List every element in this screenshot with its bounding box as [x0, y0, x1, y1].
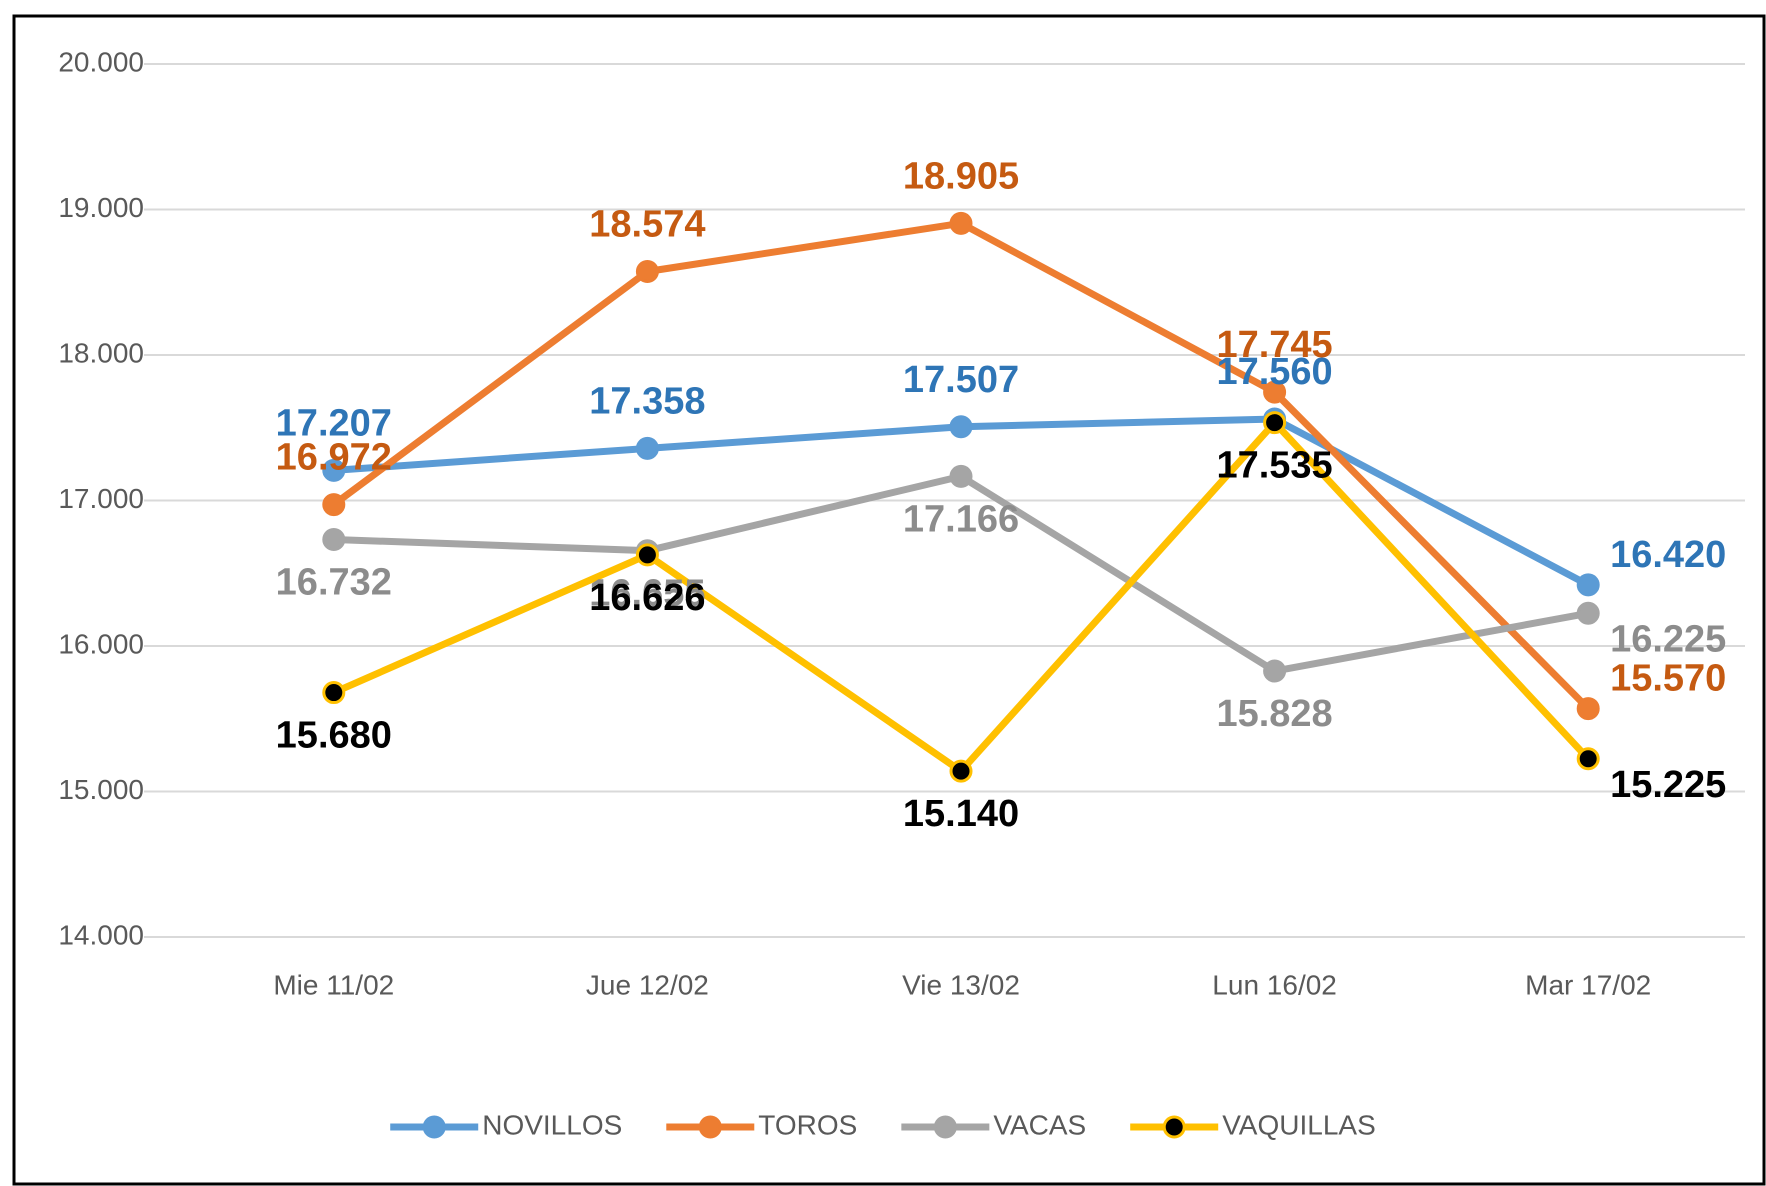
marker: [1576, 601, 1600, 625]
marker: [635, 436, 659, 460]
data-label: 15.225: [1610, 764, 1726, 806]
chart-frame: [12, 14, 1766, 1186]
data-label: 16.972: [276, 437, 392, 479]
legend-label: VAQUILLAS: [1222, 1109, 1376, 1140]
marker: [322, 681, 346, 705]
marker: [1263, 659, 1287, 683]
legend-item: VAQUILLAS: [1130, 1109, 1376, 1140]
x-tick-label: Mie 11/02: [273, 969, 394, 1000]
x-tick-label: Lun 16/02: [1212, 969, 1337, 1000]
marker: [322, 493, 346, 517]
marker: [949, 415, 973, 439]
legend: NOVILLOS TOROS VACAS VAQUILLAS: [390, 1109, 1376, 1140]
data-label: 16.732: [276, 562, 392, 604]
x-tick-label: Mar 17/02: [1525, 969, 1651, 1000]
data-label: 15.828: [1216, 693, 1332, 735]
data-label: 17.358: [589, 380, 705, 422]
legend-item: VACAS: [901, 1109, 1086, 1140]
legend-label: VACAS: [993, 1109, 1086, 1140]
legend-label: NOVILLOS: [482, 1109, 622, 1140]
marker: [322, 527, 346, 551]
legend-marker: [698, 1115, 722, 1139]
legend-marker: [933, 1115, 957, 1139]
data-label: 16.420: [1610, 534, 1726, 576]
data-label: 17.207: [276, 402, 392, 444]
y-tick-label: 18.000: [58, 337, 144, 368]
y-tick-label: 17.000: [58, 483, 144, 514]
data-label: 16.626: [589, 577, 705, 619]
legend-item: TOROS: [666, 1109, 857, 1140]
marker: [1263, 411, 1287, 435]
y-tick-label: 15.000: [58, 774, 144, 805]
data-label: 15.570: [1610, 658, 1726, 700]
data-label: 18.905: [903, 155, 1019, 197]
data-label: 17.535: [1216, 445, 1332, 487]
data-label: 15.140: [903, 793, 1019, 835]
marker: [635, 543, 659, 567]
marker: [949, 211, 973, 235]
marker: [949, 759, 973, 783]
data-label: 18.574: [589, 204, 705, 246]
marker: [1576, 573, 1600, 597]
legend-item: NOVILLOS: [390, 1109, 622, 1140]
x-tick-label: Vie 13/02: [902, 969, 1020, 1000]
y-tick-label: 19.000: [58, 192, 144, 223]
marker: [1576, 747, 1600, 771]
y-tick-label: 14.000: [58, 919, 144, 950]
data-label: 17.745: [1216, 324, 1332, 366]
legend-marker: [1162, 1115, 1186, 1139]
data-label: 17.166: [903, 498, 1019, 540]
legend-label: TOROS: [758, 1109, 857, 1140]
marker: [635, 259, 659, 283]
data-label: 16.655: [589, 573, 705, 615]
marker: [1263, 380, 1287, 404]
y-tick-label: 20.000: [58, 46, 144, 77]
y-tick-label: 16.000: [58, 628, 144, 659]
data-label: 17.560: [1216, 351, 1332, 393]
data-label: 16.225: [1610, 618, 1726, 660]
marker: [322, 458, 346, 482]
marker: [1576, 697, 1600, 721]
data-label: 17.507: [903, 359, 1019, 401]
x-tick-label: Jue 12/02: [586, 969, 709, 1000]
marker: [949, 464, 973, 488]
legend-marker: [422, 1115, 446, 1139]
data-label: 15.680: [276, 715, 392, 757]
